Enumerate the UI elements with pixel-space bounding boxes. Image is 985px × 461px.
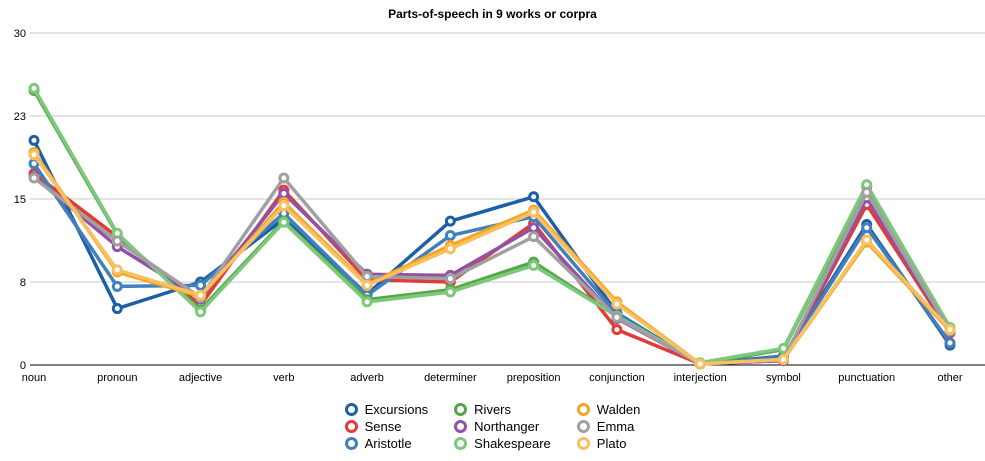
y-tick-label: 0 [20,360,26,372]
series-line-shakespeare [32,86,952,365]
data-point-excursions-preposition [528,191,540,203]
data-point-plato-punctuation [861,234,873,246]
series-line-northanger [32,175,952,366]
data-point-emma-noun [28,172,40,184]
x-axis-label-symbol: symbol [766,372,801,384]
data-point-northanger-preposition [528,222,540,234]
legend-label: Emma [596,419,635,434]
x-axis-label-determiner: determiner [424,372,477,384]
legend-item-excursions: Excursions [344,401,429,418]
legend-label: Excursions [364,402,429,417]
legend-ring-icon [576,420,590,433]
data-point-shakespeare-determiner [444,286,456,298]
y-tick-label: 15 [14,194,26,206]
data-point-shakespeare-noun [28,82,40,94]
data-point-plato-adjective [195,289,207,301]
x-axis-label-adverb: adverb [350,372,384,384]
data-point-emma-punctuation [861,186,873,198]
legend-ring-icon [454,437,468,450]
data-point-emma-preposition [528,231,540,243]
chart-title: Parts-of-speech in 9 works or corpra [388,7,597,21]
y-tick-label: 30 [14,28,26,40]
legend-label: Walden [596,402,641,417]
data-point-emma-adverb [361,270,373,282]
data-point-excursions-pronoun [111,303,123,315]
data-point-aristotle-pronoun [111,280,123,292]
data-point-shakespeare-adjective [195,306,207,318]
data-point-aristotle-adjective [195,279,207,291]
data-point-aristotle-determiner [444,230,456,242]
y-tick-label: 23 [14,111,26,123]
data-point-shakespeare-adverb [361,296,373,308]
data-point-emma-pronoun [111,235,123,247]
legend-label: Northanger [474,419,540,434]
legend-item-walden: Walden [576,401,641,418]
data-point-shakespeare-verb [278,216,290,228]
data-point-plato-determiner [444,243,456,255]
legend-item-shakespeare: Shakespeare [454,435,551,452]
data-point-aristotle-other [944,337,956,349]
data-point-plato-other [944,324,956,336]
data-point-plato-noun [28,149,40,161]
x-axis-label-conjunction: conjunction [589,372,645,384]
legend-ring-icon [576,437,590,450]
legend-label: Shakespeare [474,436,551,451]
data-point-plato-pronoun [111,264,123,276]
data-point-emma-conjunction [611,311,623,323]
data-point-aristotle-punctuation [861,222,873,234]
data-point-excursions-determiner [444,215,456,227]
legend-item-emma: Emma [576,418,641,435]
data-point-plato-conjunction [611,298,623,310]
data-point-plato-verb [278,200,290,212]
x-axis-label-noun: noun [22,372,46,384]
legend-ring-icon [344,403,358,416]
y-tick-label: 8 [20,277,26,289]
legend-ring-icon [344,420,358,433]
data-point-plato-preposition [528,206,540,218]
data-point-plato-interjection [694,358,706,370]
data-point-shakespeare-preposition [528,259,540,271]
data-point-emma-verb [278,172,290,184]
data-point-excursions-noun [28,134,40,146]
legend-label: Aristotle [364,436,412,451]
chart-svg: 0 8 15 23 30 noun pronoun adjective verb adverb de… [14,28,985,384]
legend-item-rivers: Rivers [454,401,551,418]
legend-item-plato: Plato [576,435,641,452]
x-axis-label-other: other [937,372,962,384]
data-point-plato-symbol [777,353,789,365]
x-axis-label-pronoun: pronoun [97,372,137,384]
legend-item-northanger: Northanger [454,418,551,435]
legend-item-sense: Sense [344,418,429,435]
data-point-emma-determiner [444,273,456,285]
legend-ring-icon [576,403,590,416]
legend-label: Plato [596,436,627,451]
legend-item-aristotle: Aristotle [344,435,429,452]
legend-label: Sense [364,419,402,434]
legend-label: Rivers [474,402,512,417]
legend: Excursions Sense Aristotle Rivers Northanger… [0,401,985,452]
legend-ring-icon [454,420,468,433]
x-axis-label-punctuation: punctuation [838,372,895,384]
legend-ring-icon [454,403,468,416]
x-axis-label-preposition: preposition [507,372,561,384]
legend-ring-icon [344,437,358,450]
series-line-plato [32,152,952,366]
x-axis-label-adjective: adjective [179,372,222,384]
series-line-emma [32,176,952,366]
data-point-northanger-verb [278,187,290,199]
data-point-sense-conjunction [611,324,623,336]
series-line-sense [32,171,952,366]
x-axis-label-verb: verb [273,372,294,384]
data-point-plato-adverb [361,279,373,291]
x-axis-label-interjection: interjection [674,372,727,384]
series-line-aristotle [32,161,952,366]
